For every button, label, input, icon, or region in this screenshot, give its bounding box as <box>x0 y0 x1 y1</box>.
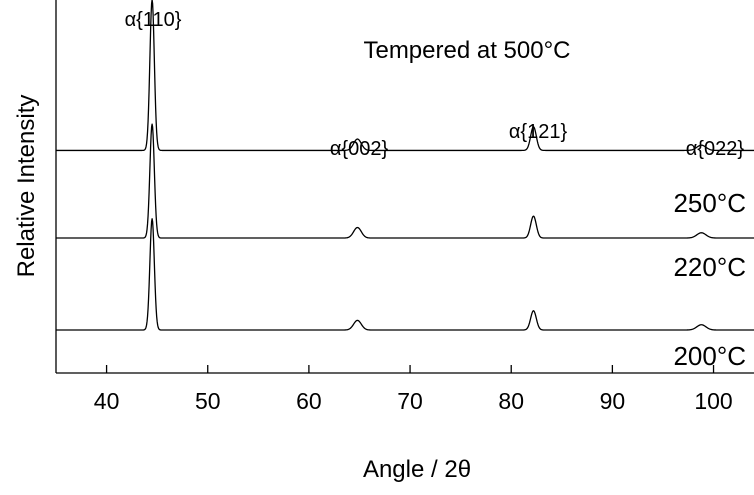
x-tick-label: 40 <box>94 388 120 414</box>
series-label: 220°C <box>673 252 746 282</box>
x-tick-label: 80 <box>498 388 524 414</box>
series-line <box>55 218 754 331</box>
series-label: 200°C <box>673 341 746 371</box>
peak-label: α{110} <box>125 9 182 31</box>
peak-label: α{022} <box>686 138 745 160</box>
series-group <box>55 0 754 331</box>
axes: 40 50 60 70 80 90 100 <box>55 0 754 414</box>
chart-title: Tempered at 500°C <box>363 37 570 64</box>
series-label: 250°C <box>673 188 746 218</box>
x-tick-label: 60 <box>296 388 322 414</box>
peak-label: α{121} <box>509 121 568 143</box>
series-line <box>55 0 754 152</box>
x-tick-label: 70 <box>397 388 423 414</box>
series-line <box>55 123 754 239</box>
labels-group: Angle / 2θ Relative Intensity Tempered at … <box>13 9 746 483</box>
x-tick-label: 90 <box>600 388 626 414</box>
y-axis-title: Relative Intensity <box>13 95 40 278</box>
x-axis-title: Angle / 2θ <box>363 456 471 483</box>
peak-label: α{002} <box>330 138 389 160</box>
x-tick-label: 100 <box>694 388 732 414</box>
x-tick-label: 50 <box>195 388 221 414</box>
